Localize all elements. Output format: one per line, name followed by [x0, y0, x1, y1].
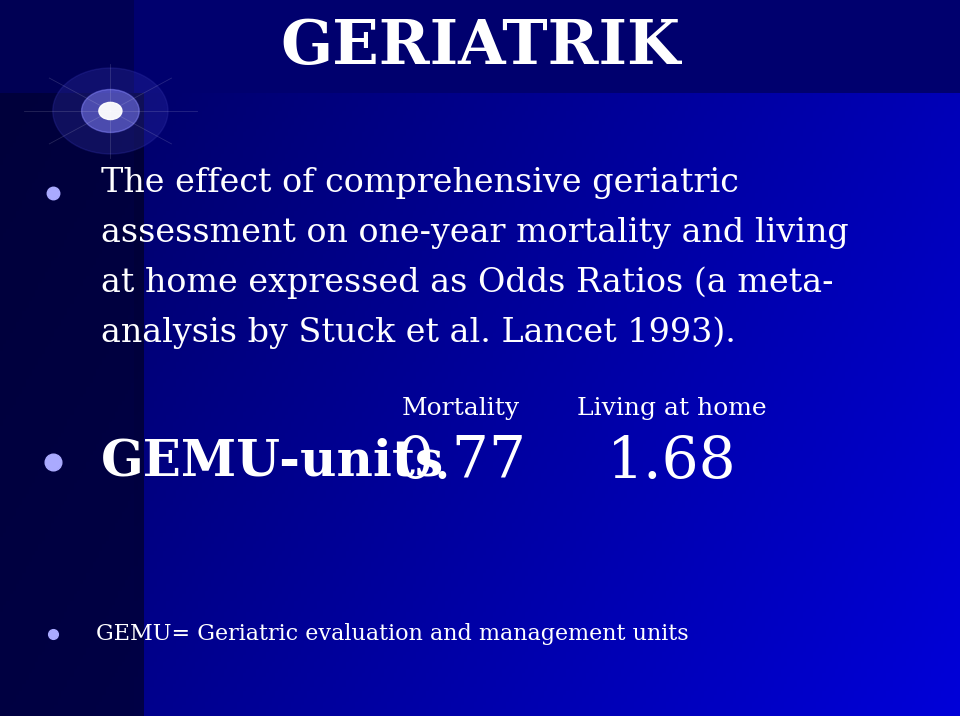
- Circle shape: [82, 90, 139, 132]
- Text: The effect of comprehensive geriatric: The effect of comprehensive geriatric: [101, 167, 738, 198]
- Text: Living at home: Living at home: [577, 397, 767, 420]
- Text: 1.68: 1.68: [607, 434, 737, 490]
- Text: 0.77: 0.77: [396, 434, 526, 490]
- Text: Mortality: Mortality: [401, 397, 520, 420]
- Text: GEMU= Geriatric evaluation and management units: GEMU= Geriatric evaluation and managemen…: [96, 623, 688, 644]
- Bar: [0, 0, 134, 716]
- Text: at home expressed as Odds Ratios (a meta-: at home expressed as Odds Ratios (a meta…: [101, 266, 833, 299]
- Text: GEMU-units: GEMU-units: [101, 437, 444, 486]
- Text: analysis by Stuck et al. Lancet 1993).: analysis by Stuck et al. Lancet 1993).: [101, 316, 735, 349]
- Text: assessment on one-year mortality and living: assessment on one-year mortality and liv…: [101, 217, 849, 248]
- Circle shape: [53, 68, 168, 154]
- Circle shape: [99, 102, 122, 120]
- Text: GERIATRIK: GERIATRIK: [280, 16, 680, 77]
- Bar: [0, 0, 960, 93]
